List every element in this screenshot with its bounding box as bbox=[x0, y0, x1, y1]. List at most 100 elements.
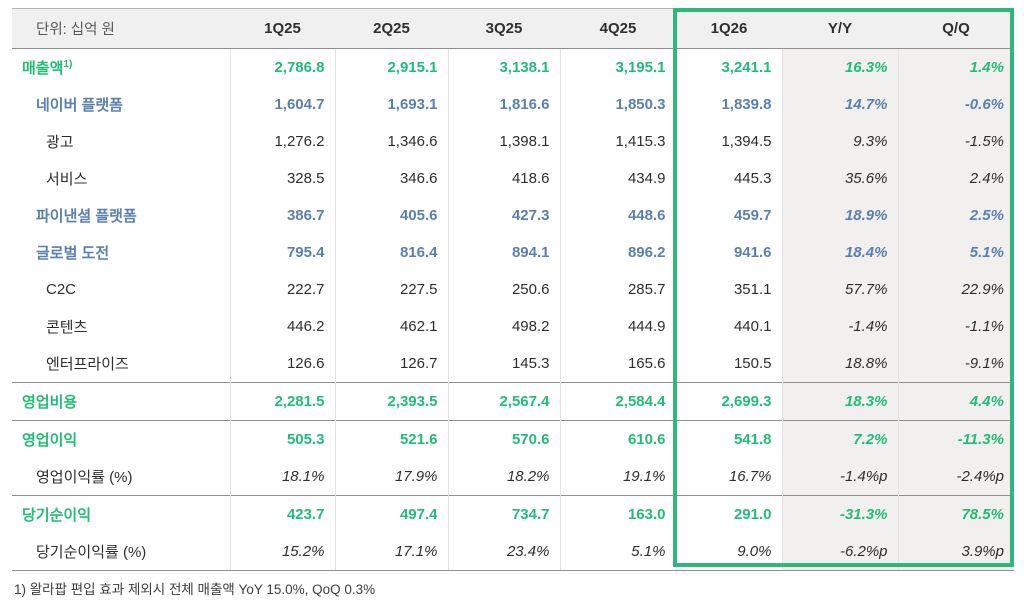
cell-y-y: 35.6% bbox=[781, 160, 898, 197]
cell-y-y: 14.7% bbox=[781, 86, 898, 123]
spellcheck-squiggle bbox=[995, 560, 1006, 565]
cell-1q26: 459.7 bbox=[675, 197, 782, 234]
cell-1q26: 9.0% bbox=[675, 533, 782, 571]
cell-4q25: 1,850.3 bbox=[559, 86, 676, 123]
cell-2q25: 1,693.1 bbox=[334, 86, 448, 123]
cell-3q25: 145.3 bbox=[447, 345, 560, 383]
cell-3q25: 427.3 bbox=[447, 197, 560, 234]
cell-2q25: 17.1% bbox=[334, 533, 448, 571]
table-row-: 영업비용 2,281.5 2,393.5 2,567.4 2,584.4 2,699.3 1… bbox=[12, 382, 1014, 421]
cell-2q25: 816.4 bbox=[334, 234, 448, 271]
cell-1q26: 541.8 bbox=[675, 420, 782, 458]
cell-1q25: 505.3 bbox=[229, 420, 335, 458]
row-label: 영업이익 bbox=[12, 420, 230, 458]
cell-y-y: 18.8% bbox=[781, 345, 898, 383]
row-label: 당기순이익률 (%) bbox=[12, 533, 230, 571]
cell-1q25: 446.2 bbox=[229, 308, 335, 345]
cell-3q25: 23.4% bbox=[447, 533, 560, 571]
cell-2q25: 126.7 bbox=[334, 345, 448, 383]
row-label: 광고 bbox=[46, 134, 74, 151]
cell-y-y: -1.4% bbox=[781, 308, 898, 345]
cell-4q25: 896.2 bbox=[559, 234, 676, 271]
cell-3q25: 250.6 bbox=[447, 271, 560, 308]
column-header-3q25: 3Q25 bbox=[448, 8, 560, 49]
cell-2q25: 1,346.6 bbox=[334, 123, 448, 160]
table-row-: 콘텐츠 446.2 462.1 498.2 444.9 440.1 -1.4% -1.1% bbox=[12, 308, 1014, 345]
cell-q-q: 78.5% bbox=[897, 495, 1014, 533]
cell-2q25: 346.6 bbox=[334, 160, 448, 197]
cell-3q25: 570.6 bbox=[447, 420, 560, 458]
cell-4q25: 5.1% bbox=[559, 533, 676, 571]
cell-1q25: 328.5 bbox=[229, 160, 335, 197]
cell-y-y: -6.2%p bbox=[781, 533, 898, 571]
cell-q-q: -11.3% bbox=[897, 420, 1014, 458]
cell-q-q: -2.4%p bbox=[897, 458, 1014, 496]
cell-q-q: -1.1% bbox=[897, 308, 1014, 345]
cell-3q25: 2,567.4 bbox=[447, 382, 560, 421]
cell-1q26: 16.7% bbox=[675, 458, 782, 496]
cell-4q25: 285.7 bbox=[559, 271, 676, 308]
cell-1q25: 1,604.7 bbox=[229, 86, 335, 123]
table-row-: 엔터프라이즈 126.6 126.7 145.3 165.6 150.5 18.8% -9.1… bbox=[12, 345, 1014, 383]
table-row-: 당기순이익률 (%) 15.2% 17.1% 23.4% 5.1% 9.0% -6.2%p 3… bbox=[12, 533, 1014, 571]
cell-1q25: 1,276.2 bbox=[229, 123, 335, 160]
cell-1q26: 291.0 bbox=[675, 495, 782, 533]
table-row-: 매출액1) 2,786.8 2,915.1 3,138.1 3,195.1 3,241.1… bbox=[12, 48, 1014, 86]
cell-q-q: -0.6% bbox=[897, 86, 1014, 123]
table-row-: 당기순이익 423.7 497.4 734.7 163.0 291.0 -31.3% 78.5… bbox=[12, 495, 1014, 533]
cell-q-q: 2.4% bbox=[897, 160, 1014, 197]
cell-3q25: 1,398.1 bbox=[447, 123, 560, 160]
cell-1q25: 2,786.8 bbox=[229, 48, 335, 86]
cell-y-y: 18.9% bbox=[781, 197, 898, 234]
financial-table: 단위: 십억 원 1Q25 2Q25 3Q25 4Q25 1Q26 Y/Y Q/Q 매출액1… bbox=[12, 8, 1014, 571]
cell-q-q: 22.9% bbox=[897, 271, 1014, 308]
cell-1q26: 445.3 bbox=[675, 160, 782, 197]
cell-1q25: 795.4 bbox=[229, 234, 335, 271]
cell-1q25: 18.1% bbox=[229, 458, 335, 496]
cell-1q25: 423.7 bbox=[229, 495, 335, 533]
cell-1q25: 386.7 bbox=[229, 197, 335, 234]
row-label: 영업비용 bbox=[12, 382, 230, 421]
table-row-: 글로벌 도전 795.4 816.4 894.1 896.2 941.6 18.4% 5.1% bbox=[12, 234, 1014, 271]
cell-1q26: 1,839.8 bbox=[675, 86, 782, 123]
cell-q-q: 5.1% bbox=[897, 234, 1014, 271]
cell-1q26: 941.6 bbox=[675, 234, 782, 271]
column-header-2q25: 2Q25 bbox=[335, 8, 448, 49]
cell-3q25: 734.7 bbox=[447, 495, 560, 533]
column-header-4q25: 4Q25 bbox=[560, 8, 676, 49]
unit-label: 단위: 십억 원 bbox=[12, 8, 230, 49]
cell-2q25: 462.1 bbox=[334, 308, 448, 345]
column-header-1q26: 1Q26 bbox=[676, 8, 782, 49]
column-header-y-y: Y/Y bbox=[782, 8, 898, 49]
cell-y-y: -31.3% bbox=[781, 495, 898, 533]
footnote: 1) 왈라팝 편입 효과 제외시 전체 매출액 YoY 15.0%, QoQ 0… bbox=[14, 582, 376, 597]
cell-2q25: 405.6 bbox=[334, 197, 448, 234]
row-label: 매출액1) bbox=[22, 59, 73, 78]
cell-4q25: 448.6 bbox=[559, 197, 676, 234]
cell-q-q: -1.5% bbox=[897, 123, 1014, 160]
column-header-1q25: 1Q25 bbox=[230, 8, 335, 49]
cell-4q25: 19.1% bbox=[559, 458, 676, 496]
cell-1q26: 3,241.1 bbox=[675, 48, 782, 86]
cell-q-q: 1.4% bbox=[897, 48, 1014, 86]
row-label: 네이버 플랫폼 bbox=[36, 97, 123, 114]
cell-4q25: 2,584.4 bbox=[559, 382, 676, 421]
row-label: 글로벌 도전 bbox=[36, 245, 110, 262]
row-label: 콘텐츠 bbox=[46, 319, 88, 336]
cell-3q25: 1,816.6 bbox=[447, 86, 560, 123]
cell-1q26: 150.5 bbox=[675, 345, 782, 383]
cell-4q25: 610.6 bbox=[559, 420, 676, 458]
table-row-: 서비스 328.5 346.6 418.6 434.9 445.3 35.6% 2.4% bbox=[12, 160, 1014, 197]
row-label: C2C bbox=[46, 281, 77, 298]
cell-2q25: 497.4 bbox=[334, 495, 448, 533]
cell-1q26: 2,699.3 bbox=[675, 382, 782, 421]
table-row-: 영업이익률 (%) 18.1% 17.9% 18.2% 19.1% 16.7% -1.4%p… bbox=[12, 458, 1014, 496]
cell-3q25: 418.6 bbox=[447, 160, 560, 197]
cell-4q25: 3,195.1 bbox=[559, 48, 676, 86]
cell-1q26: 440.1 bbox=[675, 308, 782, 345]
table-row-: 영업이익 505.3 521.6 570.6 610.6 541.8 7.2% -11.3% bbox=[12, 420, 1014, 458]
row-label: 영업이익률 (%) bbox=[36, 469, 133, 486]
cell-4q25: 434.9 bbox=[559, 160, 676, 197]
cell-2q25: 521.6 bbox=[334, 420, 448, 458]
